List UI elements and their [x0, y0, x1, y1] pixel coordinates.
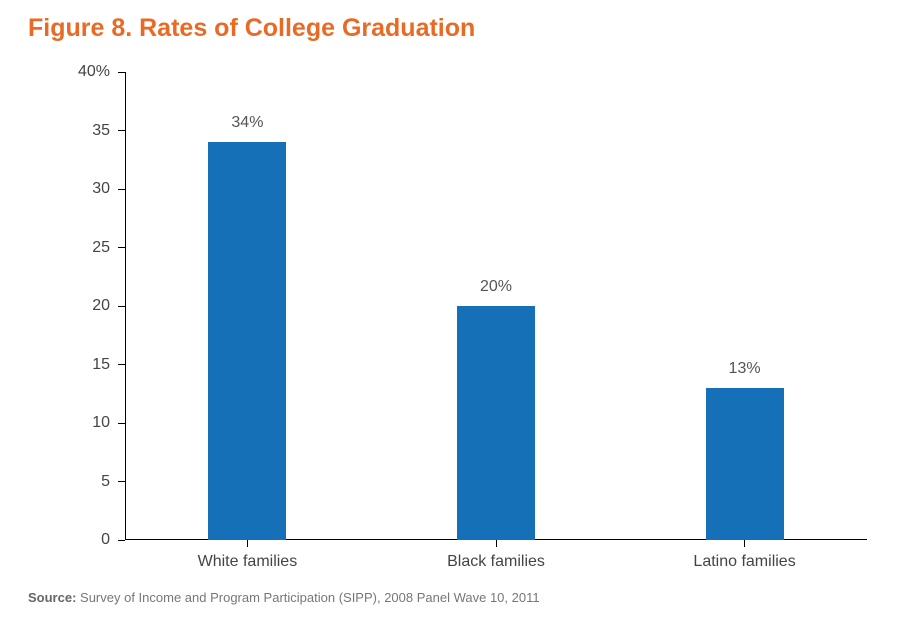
y-tick-mark — [118, 364, 125, 365]
bar — [706, 388, 784, 540]
y-axis-line — [125, 72, 126, 540]
y-tick-label: 20 — [50, 297, 110, 315]
y-tick-label: 15 — [50, 356, 110, 374]
y-tick-mark — [118, 72, 125, 73]
y-tick-label: 35 — [50, 122, 110, 140]
y-tick-label: 30 — [50, 180, 110, 198]
chart-area: 0510152025303540% 34%20%13% White famili… — [125, 72, 867, 540]
y-tick-mark — [118, 540, 125, 541]
category-label: White families — [147, 553, 347, 571]
y-tick-mark — [118, 130, 125, 131]
x-tick-mark — [496, 540, 497, 547]
figure-title: Figure 8. Rates of College Graduation — [28, 14, 475, 43]
y-tick-label: 10 — [50, 414, 110, 432]
y-tick-label: 0 — [50, 531, 110, 549]
source-label: Source: — [28, 590, 76, 605]
figure-container: Figure 8. Rates of College Graduation 0 5… — [0, 0, 900, 625]
y-tick-mark — [118, 189, 125, 190]
y-tick-label: 25 — [50, 239, 110, 257]
bar — [457, 306, 535, 540]
category-label: Black families — [396, 553, 596, 571]
x-tick-mark — [247, 540, 248, 547]
y-tick-label: 5 — [50, 473, 110, 491]
y-tick-mark — [118, 247, 125, 248]
bar-value-label: 20% — [436, 278, 556, 296]
bar — [208, 142, 286, 540]
y-tick-mark — [118, 423, 125, 424]
y-tick-label: 40% — [50, 63, 110, 81]
y-tick-mark — [118, 306, 125, 307]
bar-value-label: 34% — [187, 114, 307, 132]
source-text: Survey of Income and Program Participati… — [76, 590, 539, 605]
x-tick-mark — [744, 540, 745, 547]
bar-value-label: 13% — [685, 360, 805, 378]
source-note: Source: Survey of Income and Program Par… — [28, 590, 540, 605]
category-label: Latino families — [645, 553, 845, 571]
y-tick-mark — [118, 481, 125, 482]
